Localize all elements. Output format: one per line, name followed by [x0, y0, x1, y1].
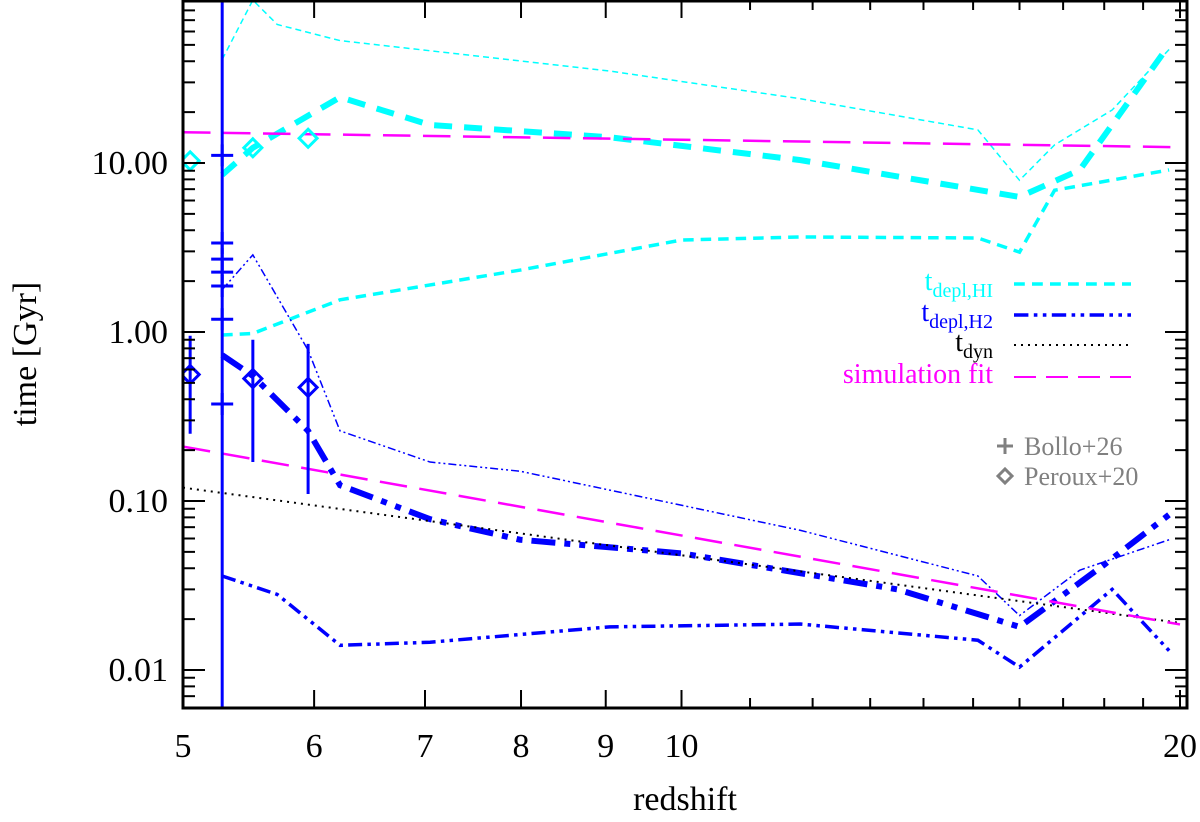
legend-label: Bollo+26 — [1024, 432, 1122, 461]
series-line-8 — [183, 445, 1181, 626]
plot-frame — [181, 0, 1189, 710]
series-line-7 — [183, 131, 1181, 149]
y-tick-label: 0.01 — [109, 652, 169, 689]
x-tick-label: 10 — [665, 728, 699, 765]
series-layer — [183, 0, 1181, 670]
series-line-0 — [220, 43, 1172, 201]
data-point-plus — [211, 308, 234, 331]
legend-marker-plus — [997, 438, 1013, 454]
data-point-plus — [211, 144, 234, 167]
series-line-2 — [222, 168, 1170, 337]
series-line-3 — [220, 352, 1171, 631]
x-axis-label: redshift — [633, 781, 737, 817]
x-tick-label: 8 — [513, 728, 530, 765]
data-point-diamond — [241, 136, 264, 159]
y-tick-label: 0.10 — [109, 483, 169, 520]
data-point-plus — [211, 275, 234, 298]
y-tick-label: 10.00 — [92, 145, 169, 182]
series-line-5 — [221, 574, 1171, 670]
series-line-4 — [221, 253, 1170, 617]
legend-label: tdepl,H2 — [921, 297, 993, 333]
y-axis-label: time [Gyr] — [7, 282, 44, 426]
legend-label: tdepl,HI — [925, 266, 993, 302]
data-point-diamond — [183, 149, 202, 172]
x-tick-label: 20 — [1163, 728, 1197, 765]
y-tick-label: 1.00 — [109, 314, 169, 351]
observations-layer — [183, 0, 320, 708]
axis-ticks: 5 6 7 8 9 10 20 0.01 0.10 1.00 10.00 — [92, 1, 1197, 765]
x-tick-label: 7 — [416, 728, 433, 765]
data-point-plus — [211, 392, 234, 415]
series-line-1 — [221, 0, 1170, 182]
x-tick-label: 9 — [597, 728, 614, 765]
data-point-diamond — [241, 367, 264, 390]
x-tick-label: 6 — [306, 728, 323, 765]
legend-marker-diamond — [995, 466, 1015, 486]
x-tick-label: 5 — [175, 728, 192, 765]
data-point-diamond — [296, 127, 320, 150]
legend-label: tdyn — [955, 327, 993, 363]
data-point-diamond — [296, 376, 320, 399]
legend-label: simulation fit — [843, 359, 993, 390]
legend-label: Peroux+20 — [1024, 462, 1138, 491]
series-line-6 — [183, 486, 1181, 624]
